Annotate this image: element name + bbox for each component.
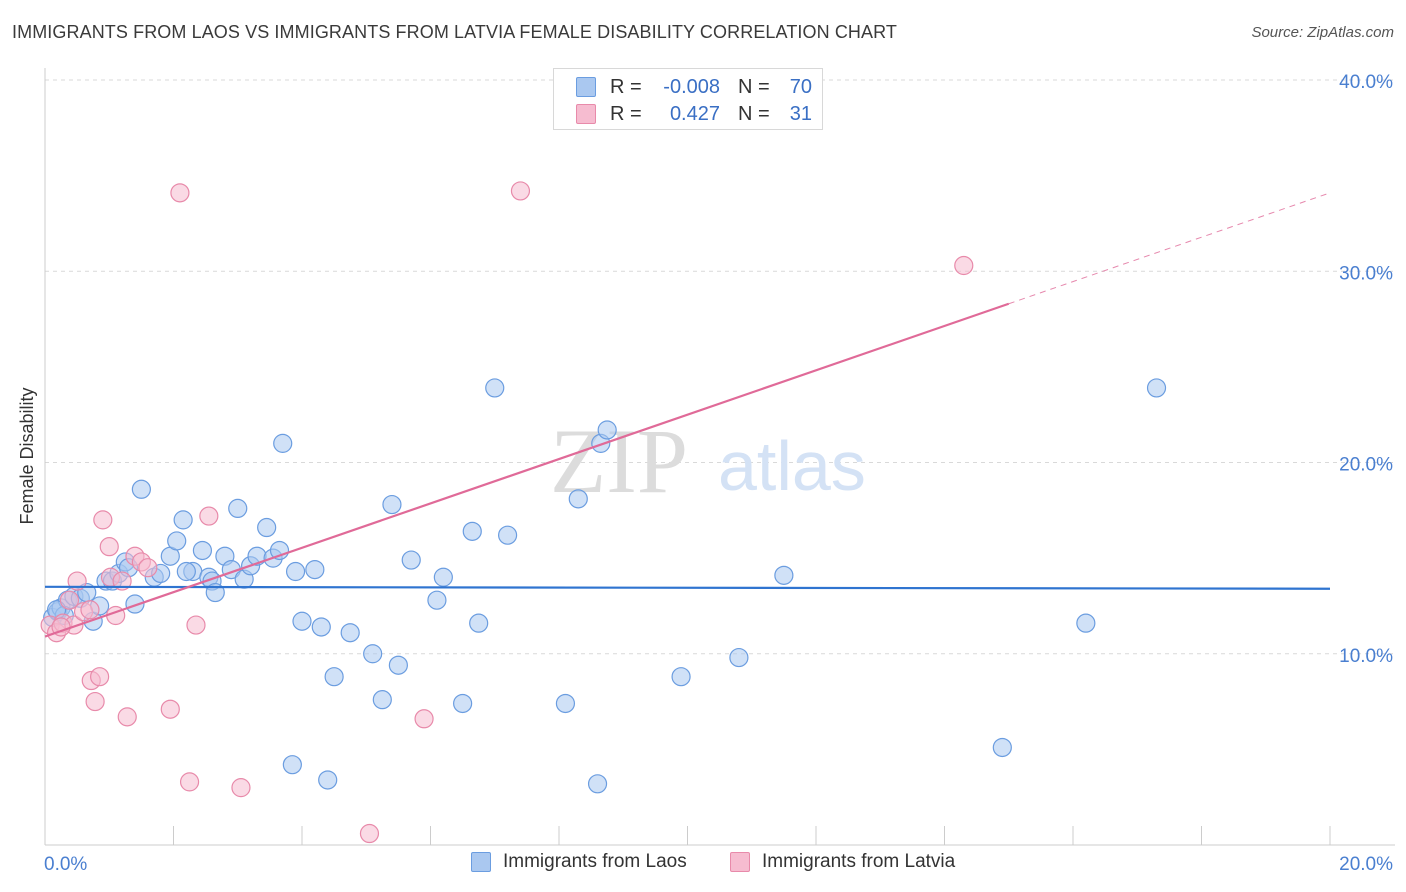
legend-n-label: N = xyxy=(738,102,770,125)
trend-line-latvia xyxy=(44,302,1010,638)
bottom-legend-latvia: Immigrants from Latvia xyxy=(730,851,955,873)
point-laos xyxy=(285,561,306,582)
point-latvia xyxy=(231,778,251,798)
point-latvia xyxy=(199,506,219,526)
point-latvia xyxy=(85,691,105,712)
point-latvia xyxy=(179,772,200,792)
point-laos xyxy=(292,611,312,631)
point-laos xyxy=(774,565,794,585)
point-laos xyxy=(729,647,749,668)
point-latvia xyxy=(67,571,87,591)
legend-n-label: N = xyxy=(738,75,770,98)
axes-layer xyxy=(44,68,1395,846)
stats-legend: R = -0.008 N = 70 R = 0.427 N = 31 xyxy=(553,68,823,130)
point-laos xyxy=(388,655,408,675)
bottom-legend-label-latvia: Immigrants from Latvia xyxy=(762,851,956,872)
point-laos xyxy=(131,479,151,499)
labels-layer: 10.0% 20.0% 30.0% 40.0% 0.0% 20.0% Female Disa… xyxy=(17,72,1393,875)
bottom-legend-swatch-latvia xyxy=(730,852,750,872)
chart-title: IMMIGRANTS FROM LAOS VS IMMIGRANTS FROM … xyxy=(12,22,897,42)
point-laos xyxy=(176,561,196,582)
point-latvia xyxy=(117,707,137,727)
legend-row-laos: R = -0.008 N = 70 xyxy=(576,74,812,100)
y-axis-label: Female Disability xyxy=(17,387,37,524)
legend-n-value: 31 xyxy=(789,102,812,125)
point-laos xyxy=(597,420,617,440)
point-latvia xyxy=(112,571,132,591)
point-laos xyxy=(173,510,193,530)
point-laos xyxy=(318,770,338,790)
point-latvia xyxy=(186,615,206,635)
point-laos xyxy=(311,617,331,637)
point-laos xyxy=(671,667,691,687)
point-latvia xyxy=(90,667,110,687)
point-laos xyxy=(363,644,383,664)
trend-line-extension-latvia xyxy=(1008,192,1331,305)
point-laos xyxy=(382,494,402,515)
point-latvia xyxy=(80,600,100,620)
legend-r-value: -0.008 xyxy=(663,75,720,98)
point-latvia xyxy=(138,558,158,578)
point-latvia xyxy=(510,181,531,201)
y-tick-label: 20.0% xyxy=(1339,455,1393,476)
point-latvia xyxy=(59,590,80,610)
point-laos xyxy=(282,755,302,775)
legend-row-latvia: R = 0.427 N = 31 xyxy=(576,101,812,127)
point-latvia xyxy=(99,537,119,557)
point-laos xyxy=(433,567,453,587)
point-laos xyxy=(453,693,473,714)
point-laos xyxy=(257,517,277,538)
chart-source: Source: ZipAtlas.com xyxy=(1251,24,1394,41)
point-latvia xyxy=(414,709,434,729)
point-laos xyxy=(340,623,360,643)
point-laos xyxy=(427,590,447,610)
point-laos xyxy=(1146,378,1167,398)
point-laos xyxy=(125,594,145,614)
y-tick-label: 10.0% xyxy=(1339,646,1393,667)
point-laos xyxy=(462,521,482,541)
bottom-legend-label-laos: Immigrants from Laos xyxy=(503,851,687,872)
trend-line-laos xyxy=(44,585,1331,590)
point-laos xyxy=(555,693,576,714)
point-laos xyxy=(192,540,213,561)
point-laos xyxy=(498,525,518,545)
point-latvia xyxy=(93,510,113,530)
points-layer xyxy=(40,181,1167,844)
point-laos xyxy=(587,774,608,794)
point-laos xyxy=(324,667,344,687)
legend-r-label: R = xyxy=(610,102,642,125)
x-tick-label: 20.0% xyxy=(1339,854,1393,875)
point-laos xyxy=(228,498,248,518)
watermark-atlas: atlas xyxy=(718,427,866,505)
y-tick-label: 30.0% xyxy=(1339,263,1393,284)
point-laos xyxy=(1076,613,1096,633)
point-laos xyxy=(469,613,489,633)
point-laos xyxy=(992,737,1012,758)
watermark: ZIP atlas xyxy=(550,410,866,512)
point-laos xyxy=(401,550,421,570)
point-latvia xyxy=(954,255,974,276)
legend-r-label: R = xyxy=(610,75,642,98)
point-laos xyxy=(372,690,392,710)
point-laos xyxy=(305,559,325,580)
point-latvia xyxy=(160,699,180,719)
point-laos xyxy=(485,378,505,398)
legend-swatch-laos xyxy=(576,77,596,97)
trend-layer xyxy=(44,192,1331,638)
point-laos xyxy=(167,531,187,551)
point-latvia xyxy=(170,183,190,203)
point-laos xyxy=(568,489,588,509)
point-laos xyxy=(273,433,293,453)
x-tick-label: 0.0% xyxy=(44,854,87,875)
legend-swatch-latvia xyxy=(576,104,596,124)
point-latvia xyxy=(359,823,380,844)
bottom-legend-swatch-laos xyxy=(471,852,491,872)
bottom-legend-laos: Immigrants from Laos xyxy=(471,851,687,873)
y-tick-label: 40.0% xyxy=(1339,72,1393,93)
legend-n-value: 70 xyxy=(789,75,812,98)
legend-r-value: 0.427 xyxy=(669,102,720,125)
